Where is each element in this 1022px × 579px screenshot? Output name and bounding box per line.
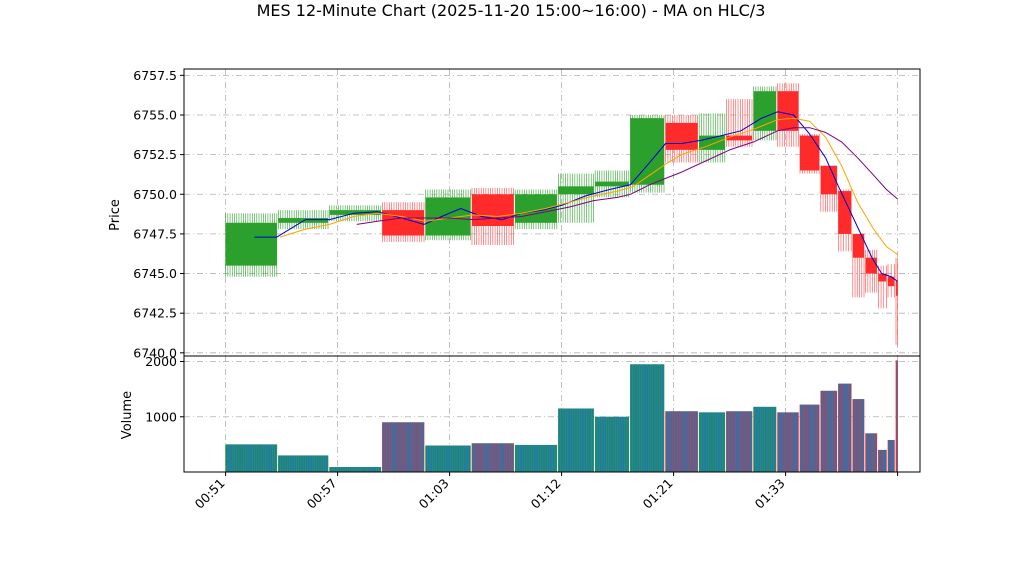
volume-axis-label: Volume: [120, 391, 135, 439]
candle-body-up: [558, 186, 594, 195]
volume-tick-label: 2000: [145, 354, 177, 369]
candle-body-down: [820, 165, 837, 195]
candle-body-down: [878, 273, 887, 282]
price-tick-label: 6747.5: [133, 226, 177, 241]
volume-bar: [820, 390, 837, 472]
volume-bar: [225, 444, 277, 472]
price-tick-label: 6755.0: [133, 107, 177, 122]
price-y-ticks: 6740.0 6742.5 6745.0 6747.5 6750.0 6752.5 6755…: [133, 68, 184, 360]
volume-panel: 1000 2000 Volume: [120, 354, 921, 473]
volume-bar: [852, 399, 864, 472]
candle-body-up: [595, 181, 629, 187]
candle-body-down: [726, 135, 752, 141]
volume-bar: [838, 383, 852, 472]
price-tick-label: 6740.0: [133, 345, 177, 360]
volume-bar: [777, 412, 799, 472]
volume-y-ticks: 1000 2000: [145, 354, 184, 424]
candle-body-down: [800, 135, 820, 171]
candle-body-down: [472, 194, 514, 226]
volume-bar: [329, 467, 381, 472]
candle-body-up: [225, 222, 277, 266]
volume-axes-frame: [183, 355, 921, 473]
volume-bar: [896, 360, 898, 472]
price-tick-label: 6750.0: [133, 187, 177, 202]
volume-bar: [865, 433, 877, 472]
price-tick-label: 6752.5: [133, 147, 177, 162]
price-panel: 6740.0 6742.5 6745.0 6747.5 6750.0 6752.5 6755…: [108, 68, 921, 360]
candle-body-down: [665, 122, 698, 150]
moving-average-lines: [254, 111, 898, 282]
volume-bar: [878, 449, 887, 472]
candle-body-down: [888, 276, 895, 287]
candle-body-up: [329, 210, 381, 215]
volume-bar: [630, 364, 664, 472]
volume-bar: [595, 416, 629, 472]
candle-body-down: [896, 281, 898, 296]
price-axis-label: Price: [108, 199, 123, 231]
candle-body-up: [278, 218, 328, 223]
candle-body-down: [838, 191, 852, 234]
volume-bar: [558, 408, 594, 472]
candle-body-down: [865, 257, 877, 274]
chart-title: MES 12-Minute Chart (2025-11-20 15:00~16…: [257, 1, 766, 20]
volume-bars: [225, 360, 898, 472]
price-tick-label: 6742.5: [133, 306, 177, 321]
moving-average-line: [254, 111, 898, 282]
price-bodies: [225, 91, 898, 296]
candle-body-down: [777, 91, 799, 131]
price-tick-label: 6757.5: [133, 68, 177, 83]
moving-average-line: [356, 127, 898, 225]
price-tick-label: 6745.0: [133, 266, 177, 281]
candle-body-down: [852, 233, 864, 258]
moving-average-line: [279, 117, 898, 255]
candle-body-up: [753, 91, 776, 131]
volume-tick-label: 1000: [145, 409, 177, 424]
volume-bar: [726, 411, 752, 472]
volume-bar: [699, 412, 725, 472]
